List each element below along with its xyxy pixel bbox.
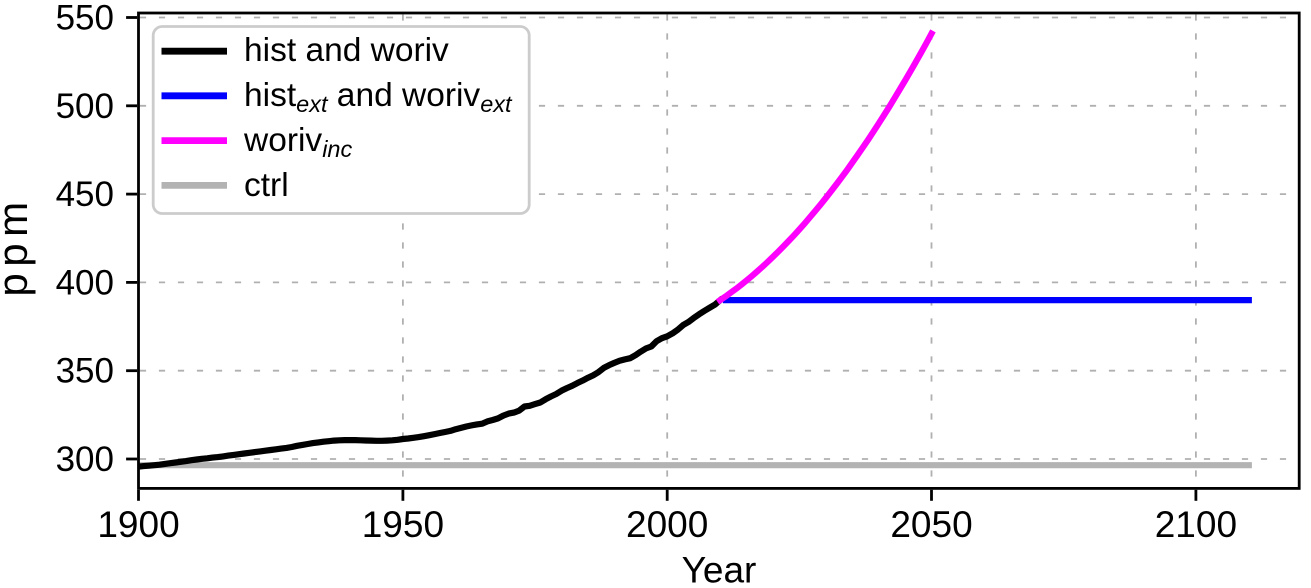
svg-text:2100: 2100 (1155, 504, 1237, 545)
svg-text:500: 500 (56, 87, 114, 126)
svg-text:1900: 1900 (97, 504, 179, 545)
svg-text:hist and woriv: hist and woriv (244, 32, 449, 69)
svg-text:1950: 1950 (362, 504, 444, 545)
svg-text:Year: Year (682, 550, 757, 588)
svg-text:400: 400 (56, 263, 114, 302)
svg-text:ctrl: ctrl (244, 167, 289, 204)
svg-text:2000: 2000 (626, 504, 708, 545)
svg-text:550: 550 (56, 0, 114, 38)
svg-text:300: 300 (56, 440, 114, 479)
svg-text:450: 450 (56, 175, 114, 214)
svg-text:ppm: ppm (0, 195, 36, 296)
svg-text:2050: 2050 (890, 504, 972, 545)
svg-text:350: 350 (56, 352, 114, 391)
svg-text:histext and worivext: histext and worivext (244, 77, 513, 117)
